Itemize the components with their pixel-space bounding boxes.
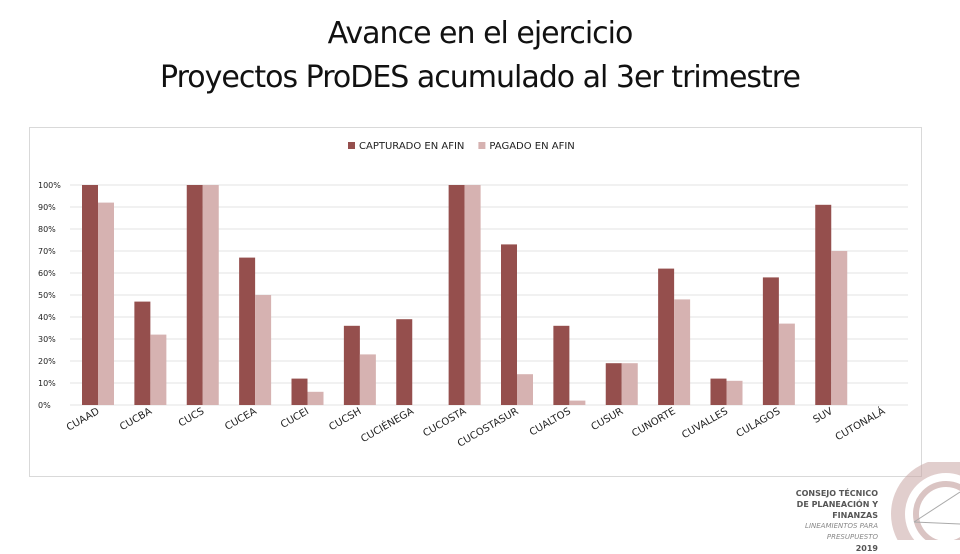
bar-pagado [307, 391, 324, 405]
x-category-label: CUCIÉNEGA [358, 404, 416, 445]
x-category-label: CUTONALÁ [833, 404, 887, 443]
x-category-label: CUSUR [590, 406, 626, 433]
x-category-label: CUCS [177, 406, 206, 429]
x-category-label: CUALTOS [528, 406, 573, 438]
y-tick-label: 80% [38, 225, 56, 234]
x-category-label: CUVALLES [680, 406, 730, 441]
x-category-label: CUCEA [223, 406, 258, 433]
title-line-2: Proyectos ProDES acumulado al 3er trimes… [160, 60, 801, 95]
chart-panel: 0% 10% 20% 30% 40% 50% 60% 70% 80% 90% 100% CUAAD CU… [29, 127, 922, 477]
bar-capturado [82, 185, 98, 405]
bar-capturado [343, 325, 360, 405]
bar-capturado [186, 185, 203, 405]
bar-pagado [150, 334, 167, 405]
council-logo-text: CONSEJO TÉCNICO DE PLANEACIÓN Y FINANZAS… [768, 488, 878, 554]
bar-capturado [762, 277, 779, 405]
x-category-label: CUNORTE [630, 406, 677, 440]
bar-pagado [255, 295, 272, 405]
bar-capturado [239, 257, 256, 405]
y-tick-label: 60% [38, 269, 56, 278]
y-tick-label: 100% [38, 181, 61, 190]
council-logo-emblem [891, 462, 960, 540]
bar-capturado [710, 378, 727, 405]
legend-swatch [348, 142, 355, 149]
legend-label: CAPTURADO EN AFIN [359, 141, 464, 152]
y-tick-label: 50% [38, 291, 56, 300]
x-category-label: CUAAD [65, 406, 102, 434]
bar-capturado [605, 363, 622, 405]
bar-pagado [517, 374, 533, 405]
logo-line-1: CONSEJO TÉCNICO [795, 489, 878, 498]
y-tick-label: 70% [38, 247, 56, 256]
bar-pagado [359, 354, 376, 405]
bar-pagado [569, 400, 586, 405]
legend-swatch [478, 142, 486, 149]
x-category-label: CUCBA [118, 406, 154, 433]
bar-capturado [553, 325, 570, 405]
logo-line-3: LINEAMIENTOS PARA PRESUPUESTO [805, 522, 878, 541]
bar-pagado [98, 202, 114, 405]
bar-pagado [674, 299, 691, 405]
bar-capturado [134, 301, 151, 405]
bar-pagado [202, 185, 219, 405]
x-category-label: CUCEI [279, 406, 311, 431]
title-line-1: Avance en el ejercicio [327, 16, 634, 51]
legend-label: PAGADO EN AFIN [489, 141, 574, 152]
logo-line-4: 2019 [855, 544, 878, 553]
y-tick-label: 20% [38, 357, 56, 366]
bar-pagado [726, 380, 743, 405]
logo-line-2: DE PLANEACIÓN Y FINANZAS [796, 500, 878, 520]
x-category-label: CUCOSTA [421, 406, 468, 439]
x-category-label: CUCSH [327, 406, 363, 433]
y-tick-label: 0% [38, 401, 51, 410]
y-tick-label: 10% [38, 379, 56, 388]
x-category-label: CULAGOS [735, 406, 783, 440]
bar-capturado [501, 244, 517, 405]
bar-capturado [448, 185, 465, 405]
bar-pagado [831, 251, 848, 405]
y-tick-label: 40% [38, 313, 56, 322]
y-tick-label: 90% [38, 203, 56, 212]
bar-pagado [464, 185, 481, 405]
bar-pagado [778, 323, 795, 405]
bar-capturado [658, 268, 675, 405]
y-tick-label: 30% [38, 335, 56, 344]
bar-pagado [621, 363, 638, 405]
x-category-label: SUV [811, 406, 834, 426]
bar-capturado [815, 204, 832, 405]
bar-capturado [291, 378, 308, 405]
bar-chart: 0% 10% 20% 30% 40% 50% 60% 70% 80% 90% 100% CUAAD CU… [38, 141, 908, 450]
bar-capturado [396, 319, 413, 405]
